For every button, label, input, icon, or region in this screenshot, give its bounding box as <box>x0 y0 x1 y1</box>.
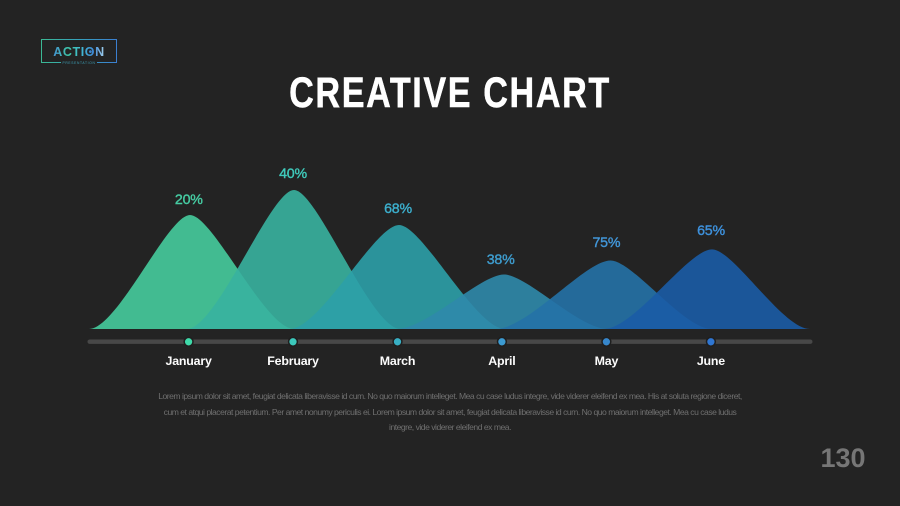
svg-text:PRESENTATION: PRESENTATION <box>63 61 96 65</box>
svg-text:ACTION: ACTION <box>53 45 105 59</box>
